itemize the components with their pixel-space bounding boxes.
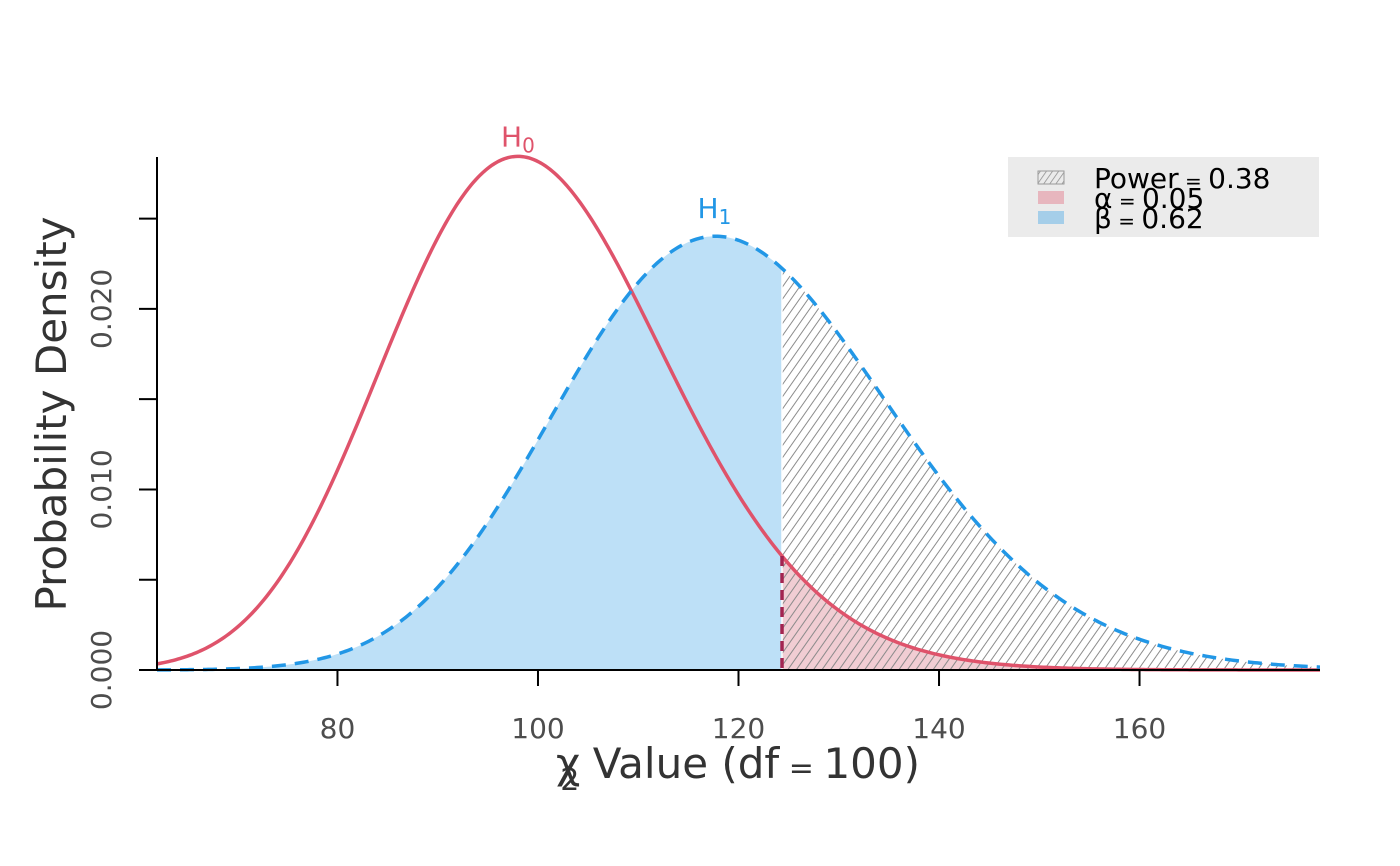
h0-label: H0 bbox=[501, 120, 535, 157]
x-axis-title-chi: χ bbox=[556, 739, 580, 788]
h1-curve bbox=[157, 234, 1320, 672]
legend-label-beta: β = 0.62 bbox=[1094, 202, 1204, 235]
x-tick-label: 80 bbox=[320, 712, 356, 745]
beta-area bbox=[157, 236, 783, 671]
legend-background bbox=[1008, 157, 1319, 237]
plot-area bbox=[157, 154, 1320, 672]
x-axis-title-main: Value (df bbox=[579, 739, 780, 788]
h0-label-main: H bbox=[501, 120, 522, 153]
x-axis-title-eq: = bbox=[779, 751, 823, 786]
power-area bbox=[782, 268, 1320, 670]
legend-power-value: 0.38 bbox=[1208, 162, 1270, 195]
x-tick-label: 120 bbox=[712, 712, 765, 745]
legend-label-alpha: α = 0.05 bbox=[1094, 182, 1204, 215]
alpha-hatch bbox=[782, 556, 1320, 670]
h0-label-sub: 0 bbox=[522, 133, 535, 157]
x-tick-label: 140 bbox=[912, 712, 965, 745]
x-tick-label: 160 bbox=[1113, 712, 1166, 745]
y-tick-label: 0.020 bbox=[85, 269, 118, 349]
legend-label-power: Power = 0.38 bbox=[1094, 162, 1270, 195]
legend-swatch-power bbox=[1037, 170, 1065, 185]
y-axis-ticks: 0.000 0.010 0.020 bbox=[85, 217, 157, 710]
y-tick-label: 0.010 bbox=[85, 449, 118, 529]
y-axis-title: Probability Density bbox=[27, 216, 76, 611]
legend-power-op: = bbox=[1179, 169, 1208, 193]
legend-swatch-beta bbox=[1038, 211, 1064, 224]
x-axis-title-df: 100) bbox=[823, 739, 920, 788]
h1-label-main: H bbox=[698, 192, 719, 225]
x-tick-label: 100 bbox=[511, 712, 564, 745]
x-axis-ticks: 80 100 120 140 160 bbox=[320, 670, 1166, 745]
h1-label-sub: 1 bbox=[719, 205, 732, 229]
legend-beta-op: = bbox=[1112, 209, 1141, 233]
legend-swatch-alpha bbox=[1038, 191, 1064, 204]
legend-alpha-op: = bbox=[1112, 189, 1141, 213]
legend-power-symbol: Power bbox=[1094, 162, 1179, 195]
legend: Power = 0.38 α = 0.05 β = 0.62 bbox=[1008, 157, 1319, 237]
legend-beta-value: 0.62 bbox=[1141, 202, 1203, 235]
legend-beta-symbol: β bbox=[1094, 202, 1112, 235]
legend-alpha-symbol: α bbox=[1094, 182, 1112, 215]
legend-alpha-value: 0.05 bbox=[1142, 182, 1204, 215]
h1-label: H1 bbox=[698, 192, 732, 229]
x-axis-title-sup: 2 bbox=[560, 763, 579, 798]
y-tick-label: 0.000 bbox=[85, 630, 118, 710]
x-axis-title: χ2 Value (df = 100) bbox=[556, 739, 920, 798]
